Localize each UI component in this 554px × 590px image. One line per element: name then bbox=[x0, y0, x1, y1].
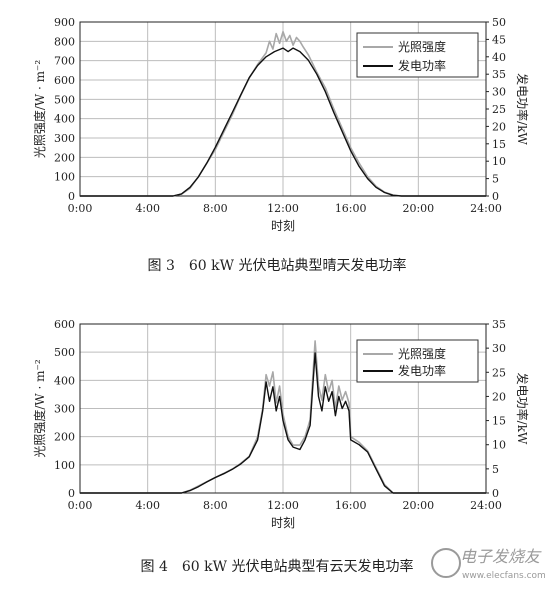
left-y-tick-label: 200 bbox=[54, 431, 75, 444]
left-y-tick-label: 900 bbox=[54, 16, 75, 29]
x-tick-label: 16:00 bbox=[335, 202, 367, 215]
legend-label-power: 发电功率 bbox=[398, 58, 446, 73]
left-y-tick-label: 600 bbox=[54, 318, 75, 331]
plot-frame bbox=[79, 323, 487, 494]
right-y-tick-label: 20 bbox=[492, 390, 506, 403]
legend-box bbox=[356, 339, 479, 383]
right-y-tick-label: 45 bbox=[492, 33, 506, 46]
x-tick-label: 20:00 bbox=[402, 499, 434, 512]
legend-box bbox=[356, 32, 479, 78]
left-y-tick-label: 700 bbox=[54, 55, 75, 68]
right-y-tick-label: 50 bbox=[492, 16, 506, 29]
x-tick-label: 12:00 bbox=[267, 499, 299, 512]
x-tick-label: 12:00 bbox=[267, 202, 299, 215]
x-tick-label: 16:00 bbox=[335, 499, 367, 512]
right-y-tick-label: 0 bbox=[492, 487, 499, 500]
left-y-tick-label: 600 bbox=[54, 74, 75, 87]
left-y-tick-label: 500 bbox=[54, 346, 75, 359]
right-y-tick-label: 20 bbox=[492, 120, 506, 133]
chart-cloudy-day: 0 100 200 300 400 500 600 0 5 10 15 20 25 30 35 0:00 4:0… bbox=[32, 318, 530, 575]
x-tick-label: 0:00 bbox=[68, 499, 93, 512]
plot-area: 0 100 200 300 400 500 600 700 800 900 0 5 10 15 20 25 30… bbox=[54, 16, 506, 215]
plot-area: 0 100 200 300 400 500 600 0 5 10 15 20 25 30 35 0:00 4:0… bbox=[54, 318, 506, 512]
left-y-tick-label: 400 bbox=[54, 374, 75, 387]
right-y-tick-label: 30 bbox=[492, 342, 506, 355]
right-y-tick-label: 15 bbox=[492, 415, 506, 428]
right-y-axis-label: 发电功率/kW bbox=[515, 73, 530, 145]
watermark: 电子发烧友 www.elecfans.com bbox=[431, 547, 546, 581]
watermark-logo-icon bbox=[431, 548, 461, 578]
right-y-tick-label: 35 bbox=[492, 68, 506, 81]
left-y-tick-label: 100 bbox=[54, 459, 75, 472]
left-y-tick-label: 300 bbox=[54, 403, 75, 416]
watermark-url: www.elecfans.com bbox=[462, 571, 546, 581]
watermark-text: 电子发烧友 bbox=[460, 547, 542, 566]
left-y-axis-label: 光照强度/W · m⁻² bbox=[32, 359, 47, 458]
right-y-tick-label: 10 bbox=[492, 155, 506, 168]
x-tick-label: 8:00 bbox=[203, 499, 228, 512]
left-y-tick-label: 500 bbox=[54, 93, 75, 106]
plot-frame bbox=[79, 21, 487, 197]
right-y-tick-label: 35 bbox=[492, 318, 506, 331]
figure-caption: 图 3 60 kW 光伏电站典型晴天发电功率 bbox=[148, 257, 407, 274]
series-line-power bbox=[80, 352, 486, 494]
left-y-tick-label: 300 bbox=[54, 132, 75, 145]
right-y-tick-label: 10 bbox=[492, 439, 506, 452]
legend-label-power: 发电功率 bbox=[398, 363, 446, 378]
figure-caption: 图 4 60 kW 光伏电站典型有云天发电功率 bbox=[141, 558, 414, 575]
right-y-tick-label: 40 bbox=[492, 51, 506, 64]
left-y-tick-label: 800 bbox=[54, 35, 75, 48]
right-y-tick-label: 25 bbox=[492, 366, 506, 379]
right-y-tick-label: 25 bbox=[492, 103, 506, 116]
left-y-tick-label: 0 bbox=[68, 190, 75, 203]
left-y-tick-label: 0 bbox=[68, 487, 75, 500]
legend-label-irradiance: 光照强度 bbox=[398, 39, 446, 54]
x-tick-label: 4:00 bbox=[135, 499, 160, 512]
right-y-tick-label: 0 bbox=[492, 190, 499, 203]
x-tick-label: 4:00 bbox=[135, 202, 160, 215]
right-y-axis-label: 发电功率/kW bbox=[515, 373, 530, 445]
left-y-axis-label: 光照强度/W · m⁻² bbox=[32, 60, 47, 159]
x-axis-label: 时刻 bbox=[271, 219, 295, 233]
chart-sunny-day: 0 100 200 300 400 500 600 700 800 900 0 5 10 15 20 25 30… bbox=[32, 16, 530, 274]
right-y-tick-label: 30 bbox=[492, 86, 506, 99]
x-tick-label: 0:00 bbox=[68, 202, 93, 215]
left-y-tick-label: 200 bbox=[54, 151, 75, 164]
x-tick-label: 20:00 bbox=[402, 202, 434, 215]
x-tick-label: 24:00 bbox=[470, 499, 502, 512]
series-line-power bbox=[80, 47, 486, 197]
right-y-tick-label: 5 bbox=[492, 173, 499, 186]
left-y-tick-label: 400 bbox=[54, 113, 75, 126]
series-line-irradiance bbox=[80, 30, 486, 197]
x-axis-label: 时刻 bbox=[271, 516, 295, 530]
x-tick-label: 8:00 bbox=[203, 202, 228, 215]
right-y-tick-label: 15 bbox=[492, 138, 506, 151]
left-y-tick-label: 100 bbox=[54, 171, 75, 184]
legend-label-irradiance: 光照强度 bbox=[398, 346, 446, 361]
right-y-tick-label: 5 bbox=[492, 463, 499, 476]
x-tick-label: 24:00 bbox=[470, 202, 502, 215]
